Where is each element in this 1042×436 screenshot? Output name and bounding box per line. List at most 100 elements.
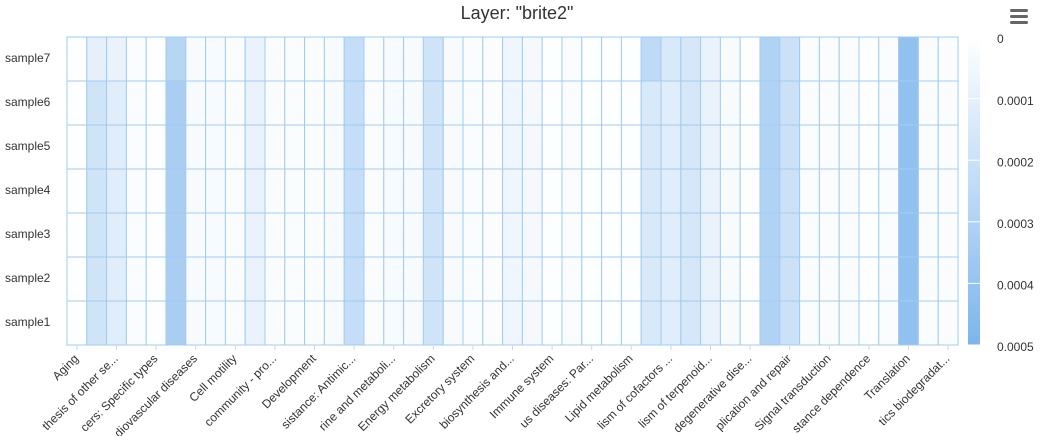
cell [66, 124, 88, 170]
cell [719, 80, 741, 126]
cell [700, 36, 721, 82]
x-tick-label: Excretory system [402, 351, 477, 426]
cell [521, 168, 543, 214]
cell [779, 300, 801, 346]
cell [264, 124, 286, 170]
cell [403, 80, 424, 126]
cell [838, 256, 860, 302]
x-tick-label: Aging [50, 351, 82, 383]
cell [917, 80, 939, 126]
cell [145, 80, 167, 126]
cell [244, 124, 266, 170]
cell [106, 300, 127, 346]
cell [284, 300, 306, 346]
cell [363, 36, 385, 82]
color-legend [968, 37, 980, 345]
cell [779, 168, 801, 214]
cell [125, 124, 147, 170]
cell [521, 300, 543, 346]
cell [521, 212, 543, 258]
cell [125, 168, 147, 214]
cell [383, 256, 405, 302]
cell [561, 36, 583, 82]
cell [165, 300, 187, 346]
cell [224, 256, 246, 302]
cell [680, 300, 702, 346]
menu-button[interactable] [1010, 9, 1028, 24]
cell [165, 212, 187, 258]
cell [898, 80, 919, 126]
cell [601, 124, 622, 170]
cell [878, 124, 900, 170]
cell [898, 168, 919, 214]
cell [818, 124, 840, 170]
x-tick-label: sistance: Antimic... [278, 351, 358, 431]
cell [937, 168, 959, 214]
cell [343, 300, 365, 346]
cell [482, 212, 504, 258]
cell [898, 36, 919, 82]
cell [502, 256, 523, 302]
cell [304, 124, 325, 170]
cell [838, 80, 860, 126]
cell [878, 80, 900, 126]
cell [838, 212, 860, 258]
y-tick-label: sample4 [5, 183, 51, 197]
cell [403, 300, 424, 346]
cell [422, 80, 444, 126]
cell [858, 300, 880, 346]
x-tick-label: Lipid metabolism [562, 351, 636, 425]
cell [304, 36, 325, 82]
cell [838, 300, 860, 346]
cell [323, 300, 345, 346]
cell [205, 124, 226, 170]
cell [323, 124, 345, 170]
cell [86, 80, 108, 126]
cell [601, 212, 622, 258]
cell [640, 212, 662, 258]
cell [700, 256, 721, 302]
cell [779, 124, 801, 170]
cell [482, 300, 504, 346]
cell [323, 36, 345, 82]
cell [739, 256, 761, 302]
cell [799, 168, 820, 214]
cell [561, 300, 583, 346]
cell [779, 212, 801, 258]
cell [442, 256, 464, 302]
cell [284, 36, 306, 82]
x-tick-label: lism of cofactors ... [595, 351, 676, 432]
cell [66, 168, 88, 214]
cell [700, 300, 721, 346]
cell [660, 168, 682, 214]
cell [442, 36, 464, 82]
cell [442, 124, 464, 170]
cell [620, 36, 642, 82]
cell [442, 212, 464, 258]
cell [779, 80, 801, 126]
cell [284, 256, 306, 302]
cell [581, 124, 603, 170]
cell [462, 168, 484, 214]
cell [323, 212, 345, 258]
cell [462, 36, 484, 82]
cell [719, 168, 741, 214]
cell [937, 212, 959, 258]
cell [739, 168, 761, 214]
cell [403, 168, 424, 214]
cell [343, 168, 365, 214]
cell [680, 212, 702, 258]
cell [284, 168, 306, 214]
cell [66, 212, 88, 258]
cell [125, 256, 147, 302]
cell [581, 300, 603, 346]
cell [363, 80, 385, 126]
cell [917, 36, 939, 82]
cell [363, 300, 385, 346]
cell [779, 36, 801, 82]
cell [363, 212, 385, 258]
cell [185, 36, 207, 82]
cell [660, 256, 682, 302]
cell [898, 212, 919, 258]
cell [145, 168, 167, 214]
